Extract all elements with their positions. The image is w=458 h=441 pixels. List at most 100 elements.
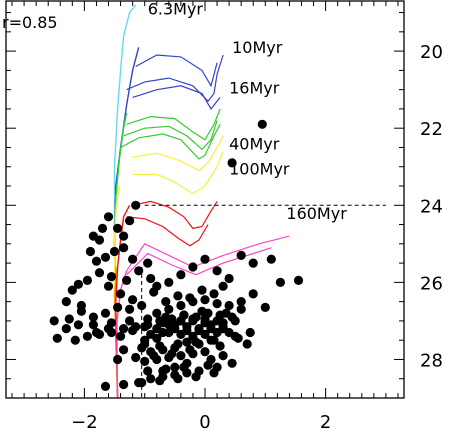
data-point: [106, 318, 117, 328]
isochrone-label-40myr: 40Myr: [229, 134, 280, 153]
data-point: [88, 320, 98, 330]
data-point: [103, 212, 114, 222]
data-point: [149, 287, 159, 297]
y-tick-label: 22: [420, 119, 443, 140]
data-point: [248, 258, 258, 268]
data-point: [200, 254, 210, 264]
data-point: [197, 306, 207, 316]
data-point: [131, 200, 141, 210]
data-point: [88, 231, 98, 241]
x-tick-label: 0: [199, 412, 210, 433]
data-point: [161, 364, 171, 374]
data-point: [266, 254, 276, 264]
data-point: [70, 335, 80, 345]
isochrone-40myr-branch-0: [132, 151, 224, 195]
data-point: [173, 291, 183, 301]
data-point: [200, 295, 210, 305]
data-point: [100, 252, 111, 262]
data-point: [131, 322, 141, 332]
data-point: [152, 308, 162, 318]
data-point: [73, 279, 83, 289]
data-point: [94, 329, 105, 339]
data-point: [61, 324, 71, 334]
y-tick-label: 24: [420, 196, 443, 217]
data-point: [203, 360, 213, 370]
data-point: [149, 351, 159, 361]
data-point: [91, 256, 102, 266]
data-point: [176, 270, 186, 280]
data-point: [260, 302, 270, 312]
isochrone-extra-6-branch-1: [126, 247, 272, 276]
isochrone-label-100myr: 100Myr: [229, 159, 290, 178]
corner-label: r=0.85: [2, 13, 58, 32]
data-point: [209, 368, 219, 378]
data-point: [233, 333, 243, 343]
data-point: [119, 231, 129, 241]
isochrone-extra-6-main-sequence: [116, 270, 128, 399]
data-point: [155, 341, 165, 351]
y-tick-label: 28: [420, 351, 443, 372]
data-point: [73, 320, 83, 330]
isochrone-label-6.3myr: 6.3Myr: [148, 0, 204, 19]
data-point: [185, 345, 195, 355]
data-point: [88, 312, 98, 322]
data-point: [227, 158, 237, 168]
data-point: [97, 223, 108, 233]
data-point: [128, 254, 138, 264]
data-point: [119, 243, 129, 253]
data-point: [119, 345, 129, 355]
data-point: [224, 273, 234, 284]
data-point: [200, 318, 210, 328]
data-point: [218, 322, 228, 332]
isochrone-16myr-branch-1: [126, 108, 221, 141]
data-point: [113, 223, 123, 233]
data-point: [161, 312, 171, 322]
data-point: [209, 335, 219, 345]
data-point: [215, 341, 225, 351]
data-point: [248, 289, 258, 299]
y-tick-label: 26: [420, 273, 443, 294]
data-point: [224, 300, 234, 311]
isochrone-label-16myr: 16Myr: [229, 79, 280, 98]
data-point: [218, 351, 228, 361]
isochrone-label-160myr: 160Myr: [286, 204, 347, 223]
data-point: [100, 381, 111, 391]
data-point: [140, 322, 150, 332]
data-point: [236, 297, 246, 307]
data-point: [61, 297, 71, 307]
data-point: [221, 308, 231, 318]
data-point: [146, 329, 156, 339]
data-point: [194, 325, 204, 336]
axes-layer: −2 0 2 20 22 24 26 28: [5, 0, 443, 433]
data-point: [227, 358, 237, 368]
data-point: [209, 289, 219, 299]
data-point: [109, 246, 120, 257]
data-point: [146, 374, 156, 384]
data-point: [176, 316, 186, 326]
data-points-layer: [49, 119, 304, 391]
data-point: [173, 374, 183, 384]
isochrone-16myr-branch-0: [120, 124, 221, 160]
data-point: [167, 349, 177, 359]
data-point: [236, 304, 246, 314]
data-point: [188, 297, 198, 307]
data-point: [116, 289, 126, 299]
data-point: [140, 356, 150, 366]
guide-line-layer: [141, 204, 386, 398]
data-point: [191, 337, 201, 347]
data-point: [85, 246, 95, 257]
data-point: [236, 250, 246, 260]
isochrone-10myr-branch-2: [132, 85, 221, 110]
data-point: [113, 354, 123, 365]
data-point: [125, 304, 135, 314]
data-point: [64, 314, 74, 324]
data-point: [146, 273, 156, 284]
data-point: [176, 300, 186, 311]
data-point: [82, 331, 92, 341]
data-point: [230, 316, 240, 326]
data-point: [125, 316, 135, 326]
data-point: [137, 343, 147, 353]
data-point: [155, 376, 165, 386]
